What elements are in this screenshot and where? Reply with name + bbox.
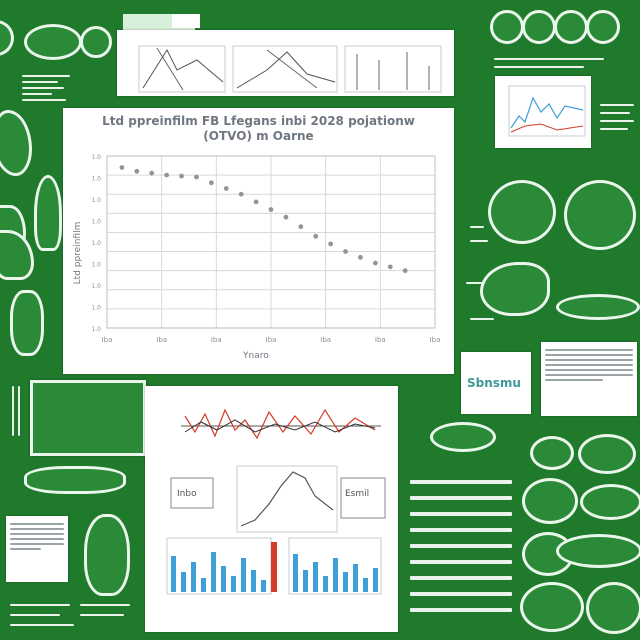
data-point (343, 249, 348, 254)
x-tick-label: Iba (430, 336, 441, 344)
y-tick-label: 1.0 (91, 326, 101, 333)
y-tick-label: 1.0 (91, 197, 101, 204)
data-point (194, 174, 199, 180)
organism-icon (586, 10, 620, 44)
x-axis-label: Ynaro (243, 351, 269, 361)
organism-icon (430, 422, 496, 452)
organism-icon (564, 180, 636, 250)
small-doc-panel (6, 516, 68, 582)
data-point (253, 199, 259, 205)
organism-icon (0, 110, 32, 176)
data-point (164, 172, 170, 178)
data-point (134, 168, 140, 174)
organism-icon (24, 24, 82, 60)
x-tick-label: Iba (102, 336, 113, 344)
text-doc-panel (541, 342, 637, 416)
bar-group-left (171, 552, 266, 592)
organism-icon (10, 290, 44, 356)
top-mini-charts (138, 45, 442, 93)
organism-photo-panel (30, 380, 146, 456)
teal-label-panel: Sbnsmu (461, 352, 531, 414)
organism-icon (488, 180, 556, 244)
y-tick-label: 1.0 (91, 305, 101, 312)
data-point (268, 207, 274, 212)
plot-frame (106, 155, 436, 329)
organism-icon (490, 10, 524, 44)
data-point (119, 165, 125, 170)
teal-label-text: Sbnsmu (467, 376, 521, 390)
data-point (238, 191, 244, 197)
data-point (402, 268, 408, 274)
x-tick-label: Iba (211, 336, 222, 344)
organism-icon (480, 262, 550, 316)
data-point (313, 233, 319, 239)
organism-icon (586, 582, 640, 634)
top-chart-panel (117, 30, 454, 96)
x-tick-label: Iba (320, 336, 331, 344)
y-tick-label: 1.0 (91, 240, 101, 247)
data-point (372, 260, 378, 266)
organism-icon (520, 582, 584, 632)
data-point (208, 180, 214, 186)
data-point (149, 170, 155, 176)
box-left-label: Inbo (177, 489, 197, 499)
organism-icon (578, 434, 636, 474)
organism-icon (522, 478, 578, 524)
y-tick-label: 1.0 (91, 154, 101, 161)
y-tick-label: 1.0 (91, 219, 101, 226)
chart-title-line2: (OTVO) m Oarne (203, 129, 314, 143)
x-tick-label: Iba (156, 336, 167, 344)
bottom-panel-graphics (166, 408, 386, 595)
organism-icon (556, 534, 640, 568)
data-point (298, 224, 304, 230)
box-right-label: Esmil (345, 489, 370, 499)
organism-icon (24, 466, 126, 494)
x-tick-label: Iba (375, 336, 386, 344)
data-point (358, 254, 363, 260)
chart-title: Ltd ppreinfilm FB Lfegans inbi 2028 poja… (63, 114, 454, 144)
bar-group-right (293, 554, 378, 592)
organism-icon (580, 484, 640, 520)
data-point (223, 186, 229, 191)
y-tick-label: 1.0 (91, 176, 101, 183)
top-mini-tab (172, 14, 200, 28)
organism-icon (80, 26, 112, 58)
data-point (387, 264, 393, 270)
top-right-chart-panel (495, 76, 591, 148)
organism-icon (0, 20, 14, 56)
organism-icon (556, 294, 640, 320)
main-chart-panel: Ltd ppreinfilm FB Lfegans inbi 2028 poja… (63, 108, 454, 374)
organism-icon (0, 230, 34, 280)
bottom-center-panel: Inbo Esmil (145, 386, 398, 632)
data-point (283, 214, 289, 220)
data-point (179, 173, 184, 179)
y-tick-label: 1.0 (91, 262, 101, 269)
data-point (328, 241, 334, 247)
y-tick-label: 1.0 (91, 283, 101, 290)
top-right-line-chart (508, 85, 586, 137)
organism-icon (530, 436, 574, 470)
organism-icon (522, 10, 556, 44)
organism-icon (84, 514, 130, 596)
organism-icon (34, 175, 62, 251)
chart-title-line1: Ltd ppreinfilm FB Lfegans inbi 2028 poja… (102, 114, 415, 128)
organism-icon (554, 10, 588, 44)
x-tick-label: Iba (266, 336, 277, 344)
